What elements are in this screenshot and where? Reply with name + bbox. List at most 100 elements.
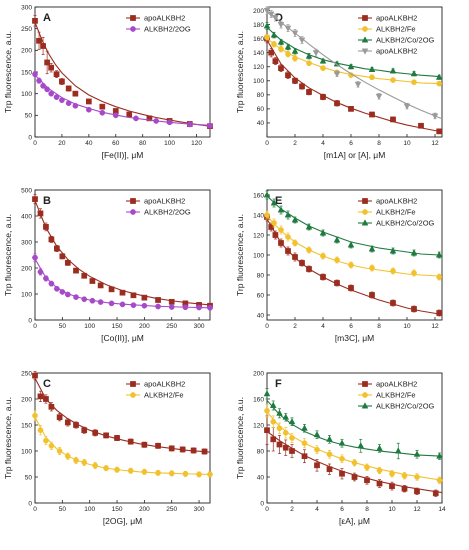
data-point <box>334 280 340 286</box>
series-3 <box>263 190 443 259</box>
data-point <box>168 445 175 452</box>
data-point <box>44 59 50 66</box>
legend: apoALKBH2 ALKBH2/Fe ALKBH2/Co/2OG apoALKBH2 <box>358 14 435 56</box>
plot-frame <box>34 372 211 504</box>
data-point <box>285 72 291 79</box>
legend-label: ALKBH2/Fe <box>144 391 184 400</box>
fit-curve <box>34 21 211 127</box>
data-point <box>207 304 213 311</box>
data-point <box>130 209 136 215</box>
x-tick-label: 300 <box>194 323 205 330</box>
data-point <box>299 260 305 266</box>
data-point <box>264 34 270 41</box>
data-point <box>289 448 295 454</box>
data-point <box>313 431 321 438</box>
data-point <box>130 198 136 204</box>
data-point <box>362 26 368 32</box>
data-point <box>32 18 38 24</box>
data-point <box>59 289 66 295</box>
series-1 <box>264 212 443 317</box>
y-tick-label: 200 <box>21 265 32 272</box>
data-point <box>314 462 320 469</box>
data-point <box>32 254 38 261</box>
data-point <box>43 396 49 402</box>
data-point <box>271 220 277 226</box>
data-point <box>326 451 333 458</box>
data-point <box>99 103 106 110</box>
data-point <box>130 292 137 299</box>
series-2 <box>264 403 443 484</box>
data-point <box>133 115 139 122</box>
data-point <box>73 294 79 300</box>
fit-curve <box>34 416 211 475</box>
data-point <box>81 427 88 434</box>
data-point <box>272 232 279 238</box>
y-tick-label: 0 <box>28 317 32 324</box>
data-point <box>364 477 370 484</box>
x-tick-label: 0 <box>265 140 269 147</box>
data-point <box>436 128 443 135</box>
data-point <box>54 285 60 292</box>
x-tick-label: 10 <box>388 506 396 513</box>
y-tick-label: 80 <box>257 272 265 279</box>
data-point <box>48 90 55 97</box>
data-point <box>85 106 92 113</box>
data-point <box>435 251 443 258</box>
data-point <box>289 435 295 441</box>
legend-label: ALKBH2/Fe <box>376 208 416 217</box>
data-point <box>32 372 38 379</box>
x-tick-label: 4 <box>321 140 325 147</box>
data-point <box>357 442 365 449</box>
data-point <box>48 64 55 71</box>
x-tick-label: 4 <box>321 323 325 330</box>
data-point <box>155 303 161 310</box>
data-point <box>108 300 115 307</box>
data-point <box>284 25 292 32</box>
legend-label: ALKBH2/2OG <box>144 208 191 217</box>
series-2 <box>32 253 213 311</box>
y-axis-label: Trp fluorescence, a.u. <box>3 397 13 479</box>
data-point <box>40 43 46 49</box>
legend-label: apoALKBH2 <box>376 47 417 56</box>
x-tick-label: 100 <box>164 140 175 147</box>
data-point <box>282 413 290 420</box>
data-point <box>166 119 173 126</box>
data-point <box>292 77 298 84</box>
x-tick-label: 8 <box>377 323 381 330</box>
x-tick-label: 12 <box>431 140 439 147</box>
x-tick-label: 0 <box>33 506 37 513</box>
data-point <box>306 89 312 95</box>
y-tick-label: 80 <box>257 92 265 99</box>
data-point <box>305 52 313 59</box>
data-point <box>271 41 277 48</box>
data-point <box>347 63 355 70</box>
data-point <box>89 278 96 284</box>
plot-frame <box>266 6 443 138</box>
x-axis-label: [Fe(II)], μM <box>102 150 144 160</box>
y-tick-label: 250 <box>21 26 32 33</box>
y-tick-label: 300 <box>21 4 32 11</box>
data-point <box>119 301 126 308</box>
data-point <box>390 300 396 306</box>
data-point <box>196 304 202 311</box>
x-tick-label: 120 <box>191 140 202 147</box>
x-tick-label: 6 <box>340 506 344 513</box>
data-point <box>361 48 369 55</box>
y-tick-label: 140 <box>253 212 264 219</box>
y-tick-label: 100 <box>253 252 264 259</box>
data-point <box>263 22 271 29</box>
data-point <box>56 414 63 421</box>
x-tick-label: 150 <box>112 506 123 513</box>
data-point <box>284 43 292 50</box>
data-point <box>153 118 160 124</box>
data-point <box>348 285 354 291</box>
data-point <box>319 57 327 64</box>
panel-letter: E <box>275 195 282 207</box>
series-4 <box>263 6 443 120</box>
y-tick-label: 0 <box>260 500 264 507</box>
chart-panel-b: 0 50 100 150 200 250 300 0 100 200 300 400 500 [Co(II… <box>3 187 213 343</box>
data-point <box>37 210 44 217</box>
y-tick-label: 200 <box>21 48 32 55</box>
y-tick-label: 40 <box>257 474 265 481</box>
y-tick-label: 60 <box>257 106 265 113</box>
